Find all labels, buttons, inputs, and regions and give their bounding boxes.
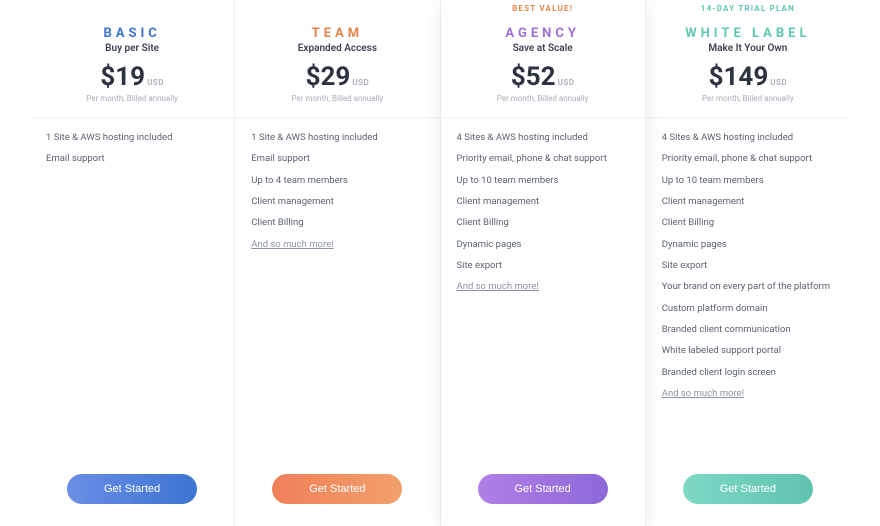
plan-feature: Email support (46, 153, 218, 165)
plan-col-1: TEAM Expanded Access $29USD Per month, Bill… (235, 0, 440, 526)
plan-feature-list: 4 Sites & AWS hosting included Priority e… (441, 118, 645, 464)
plan-feature: Up to 10 team members (457, 175, 629, 187)
plan-feature: 1 Site & AWS hosting included (46, 132, 218, 144)
price-amount: 52 (526, 62, 556, 92)
price-amount: 19 (115, 62, 145, 92)
plan-badge (30, 0, 234, 18)
plan-feature: Client Billing (251, 217, 423, 229)
plan-feature: White labeled support portal (662, 345, 834, 357)
plan-more-link[interactable]: And so much more! (251, 239, 423, 251)
plan-feature: Email support (251, 153, 423, 165)
plan-feature: Priority email, phone & chat support (662, 153, 834, 165)
plan-col-3: 14-DAY TRIAL PLAN WHITE LABEL Make It Your… (646, 0, 850, 526)
plan-feature: Site export (662, 260, 834, 272)
currency-symbol: $ (511, 62, 526, 92)
plan-feature: Branded client login screen (662, 367, 834, 379)
currency-symbol: $ (306, 62, 321, 92)
plan-header: WHITE LABEL Make It Your Own $149USD Per mo… (646, 18, 850, 118)
currency-symbol: $ (709, 62, 724, 92)
plan-cta-wrap: Get Started (646, 464, 850, 526)
currency-symbol: $ (100, 62, 115, 92)
plan-feature: Priority email, phone & chat support (457, 153, 629, 165)
plan-billing-cycle: Per month, Billed annually (245, 94, 429, 103)
plan-more-link[interactable]: And so much more! (662, 388, 834, 400)
plan-feature: Up to 10 team members (662, 175, 834, 187)
plan-billing-cycle: Per month, Billed annually (656, 94, 840, 103)
plan-name: WHITE LABEL (656, 26, 840, 41)
currency-unit: USD (147, 78, 164, 87)
plan-feature-list: 4 Sites & AWS hosting included Priority e… (646, 118, 850, 464)
plan-price: $149USD (656, 64, 840, 90)
currency-unit: USD (770, 78, 787, 87)
plan-feature: 4 Sites & AWS hosting included (457, 132, 629, 144)
plan-header: BASIC Buy per Site $19USD Per month, Billed… (30, 18, 234, 118)
price-amount: 149 (724, 62, 769, 92)
plan-feature: Custom platform domain (662, 303, 834, 315)
plan-feature: 1 Site & AWS hosting included (251, 132, 423, 144)
plan-cta-wrap: Get Started (30, 464, 234, 526)
plan-header: TEAM Expanded Access $29USD Per month, Bill… (235, 18, 439, 118)
pricing-grid: BASICBuy per Site$19USDPer month, Billed… (0, 0, 880, 526)
plan-col-0: BASIC Buy per Site $19USD Per month, Billed… (30, 0, 235, 526)
plan-feature: Site export (457, 260, 629, 272)
get-started-button[interactable]: Get Started (478, 474, 608, 504)
plan-col-2: BEST VALUE! AGENCY Save at Scale $52USD Per … (441, 0, 646, 526)
plan-price: $29USD (245, 64, 429, 90)
plan-feature: Dynamic pages (457, 239, 629, 251)
plan-feature: Branded client communication (662, 324, 834, 336)
plan-badge (235, 0, 439, 18)
plan-feature-list: 1 Site & AWS hosting included Email suppo… (30, 118, 234, 464)
plan-feature: Client management (662, 196, 834, 208)
price-amount: 29 (320, 62, 350, 92)
plan-tagline: Buy per Site (40, 43, 224, 54)
get-started-button[interactable]: Get Started (683, 474, 813, 504)
plan-cta-wrap: Get Started (441, 464, 645, 526)
plan-feature: Client Billing (662, 217, 834, 229)
plan-badge: BEST VALUE! (441, 0, 645, 18)
plan-feature: Your brand on every part of the platform (662, 281, 834, 293)
plan-feature: Client management (457, 196, 629, 208)
plan-feature: Up to 4 team members (251, 175, 423, 187)
plan-feature-list: 1 Site & AWS hosting included Email suppo… (235, 118, 439, 464)
plan-header: AGENCY Save at Scale $52USD Per month, Bill… (441, 18, 645, 118)
plan-tagline: Make It Your Own (656, 43, 840, 54)
plan-name: AGENCY (451, 26, 635, 41)
plan-feature: Client Billing (457, 217, 629, 229)
plan-feature: Client management (251, 196, 423, 208)
plan-tagline: Expanded Access (245, 43, 429, 54)
plan-billing-cycle: Per month, Billed annually (451, 94, 635, 103)
plan-cta-wrap: Get Started (235, 464, 439, 526)
plan-price: $52USD (451, 64, 635, 90)
plan-billing-cycle: Per month, Billed annually (40, 94, 224, 103)
plan-badge: 14-DAY TRIAL PLAN (646, 0, 850, 18)
plan-tagline: Save at Scale (451, 43, 635, 54)
plan-more-link[interactable]: And so much more! (457, 281, 629, 293)
get-started-button[interactable]: Get Started (272, 474, 402, 504)
plan-feature: 4 Sites & AWS hosting included (662, 132, 834, 144)
plan-price: $19USD (40, 64, 224, 90)
get-started-button[interactable]: Get Started (67, 474, 197, 504)
plan-name: TEAM (245, 26, 429, 41)
currency-unit: USD (352, 78, 369, 87)
plan-name: BASIC (40, 26, 224, 41)
currency-unit: USD (558, 78, 575, 87)
plan-feature: Dynamic pages (662, 239, 834, 251)
